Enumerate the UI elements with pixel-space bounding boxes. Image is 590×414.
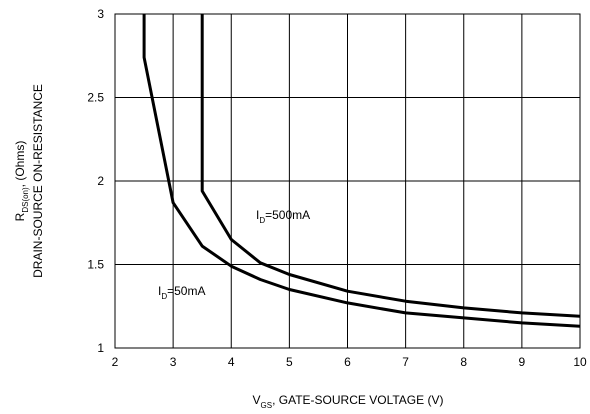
x-axis-label: VGS, GATE-SOURCE VOLTAGE (V) — [253, 393, 444, 410]
series-lines — [144, 14, 580, 326]
y-axis-label-line1: RDS(on), (Ohms) — [13, 141, 30, 222]
y-tick-label-1: 1.5 — [87, 258, 104, 272]
x-tick-labels: 2 3 4 5 6 7 8 9 10 — [112, 355, 587, 369]
y-tick-label-4: 3 — [97, 7, 104, 21]
series-line-1 — [202, 14, 580, 316]
y-tick-label-3: 2.5 — [87, 91, 104, 105]
series-label-50ma: ID=50mA — [158, 284, 205, 301]
y-axis-label-line2: DRAIN-SOURCE ON-RESISTANCE — [31, 84, 45, 278]
x-tick-label-5: 7 — [402, 355, 409, 369]
y-tick-label-2: 2 — [97, 174, 104, 188]
y-tick-labels: 1 1.5 2 2.5 3 — [87, 7, 104, 355]
y-tick-label-0: 1 — [97, 341, 104, 355]
x-tick-label-6: 8 — [460, 355, 467, 369]
x-tick-label-3: 5 — [286, 355, 293, 369]
x-tick-label-8: 10 — [573, 355, 587, 369]
x-tick-label-7: 9 — [519, 355, 526, 369]
x-tick-label-2: 4 — [228, 355, 235, 369]
series-line-0 — [144, 14, 580, 326]
x-tick-label-4: 6 — [344, 355, 351, 369]
x-tick-label-0: 2 — [112, 355, 119, 369]
x-tick-label-1: 3 — [170, 355, 177, 369]
series-label-500ma: ID=500mA — [256, 208, 310, 225]
